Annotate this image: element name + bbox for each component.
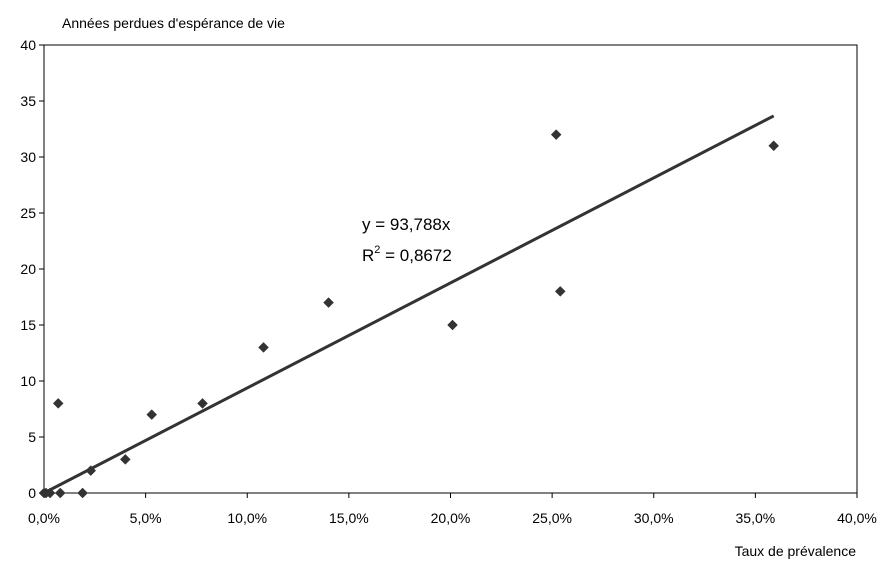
data-points bbox=[38, 129, 780, 499]
y-tick-label: 40 bbox=[20, 37, 36, 53]
x-tick-label: 20,0% bbox=[431, 510, 471, 526]
y-axis-title: Années perdues d'espérance de vie bbox=[62, 15, 285, 31]
y-tick-label: 5 bbox=[28, 429, 36, 445]
r2-value: = 0,8672 bbox=[380, 246, 451, 265]
data-point bbox=[258, 342, 269, 353]
trend-r-squared: R2 = 0,8672 bbox=[362, 244, 452, 265]
trendline bbox=[43, 114, 775, 495]
x-axis-title: Taux de prévalence bbox=[735, 543, 857, 559]
x-tick-label: 10,0% bbox=[227, 510, 267, 526]
y-axis: 0 5 10 15 20 25 30 35 40 bbox=[20, 37, 44, 501]
data-point bbox=[554, 286, 566, 297]
data-point bbox=[52, 398, 64, 409]
data-point bbox=[54, 487, 66, 499]
y-tick-label: 15 bbox=[20, 317, 36, 333]
data-point bbox=[197, 398, 208, 409]
data-point bbox=[85, 465, 97, 476]
data-point bbox=[44, 487, 56, 499]
y-tick-label: 25 bbox=[20, 205, 36, 221]
data-point bbox=[447, 319, 458, 331]
y-tick-label: 30 bbox=[20, 149, 36, 165]
x-tick-label: 35,0% bbox=[736, 510, 776, 526]
data-point bbox=[77, 487, 88, 499]
y-tick-label: 35 bbox=[20, 93, 36, 109]
data-point bbox=[323, 297, 334, 308]
y-tick-label: 0 bbox=[28, 485, 36, 501]
x-tick-label: 40,0% bbox=[837, 510, 877, 526]
plot-frame bbox=[43, 44, 858, 494]
data-point bbox=[146, 409, 158, 420]
x-tick-label: 5,0% bbox=[130, 510, 162, 526]
x-tick-label: 25,0% bbox=[532, 510, 572, 526]
x-axis: 0,0% 5,0% 10,0% 15,0% 20,0% 25,0% 30,0% 35,0% 40… bbox=[28, 493, 877, 526]
data-point bbox=[119, 454, 131, 465]
y-tick-label: 10 bbox=[20, 373, 36, 389]
r2-superscript: 2 bbox=[374, 244, 380, 256]
data-point bbox=[550, 129, 562, 140]
x-tick-label: 0,0% bbox=[28, 510, 60, 526]
trend-equation: y = 93,788x bbox=[362, 215, 451, 234]
y-tick-label: 20 bbox=[20, 261, 36, 277]
x-tick-label: 30,0% bbox=[634, 510, 674, 526]
r2-prefix: R bbox=[362, 246, 374, 265]
x-tick-label: 15,0% bbox=[329, 510, 369, 526]
data-point bbox=[768, 140, 780, 152]
